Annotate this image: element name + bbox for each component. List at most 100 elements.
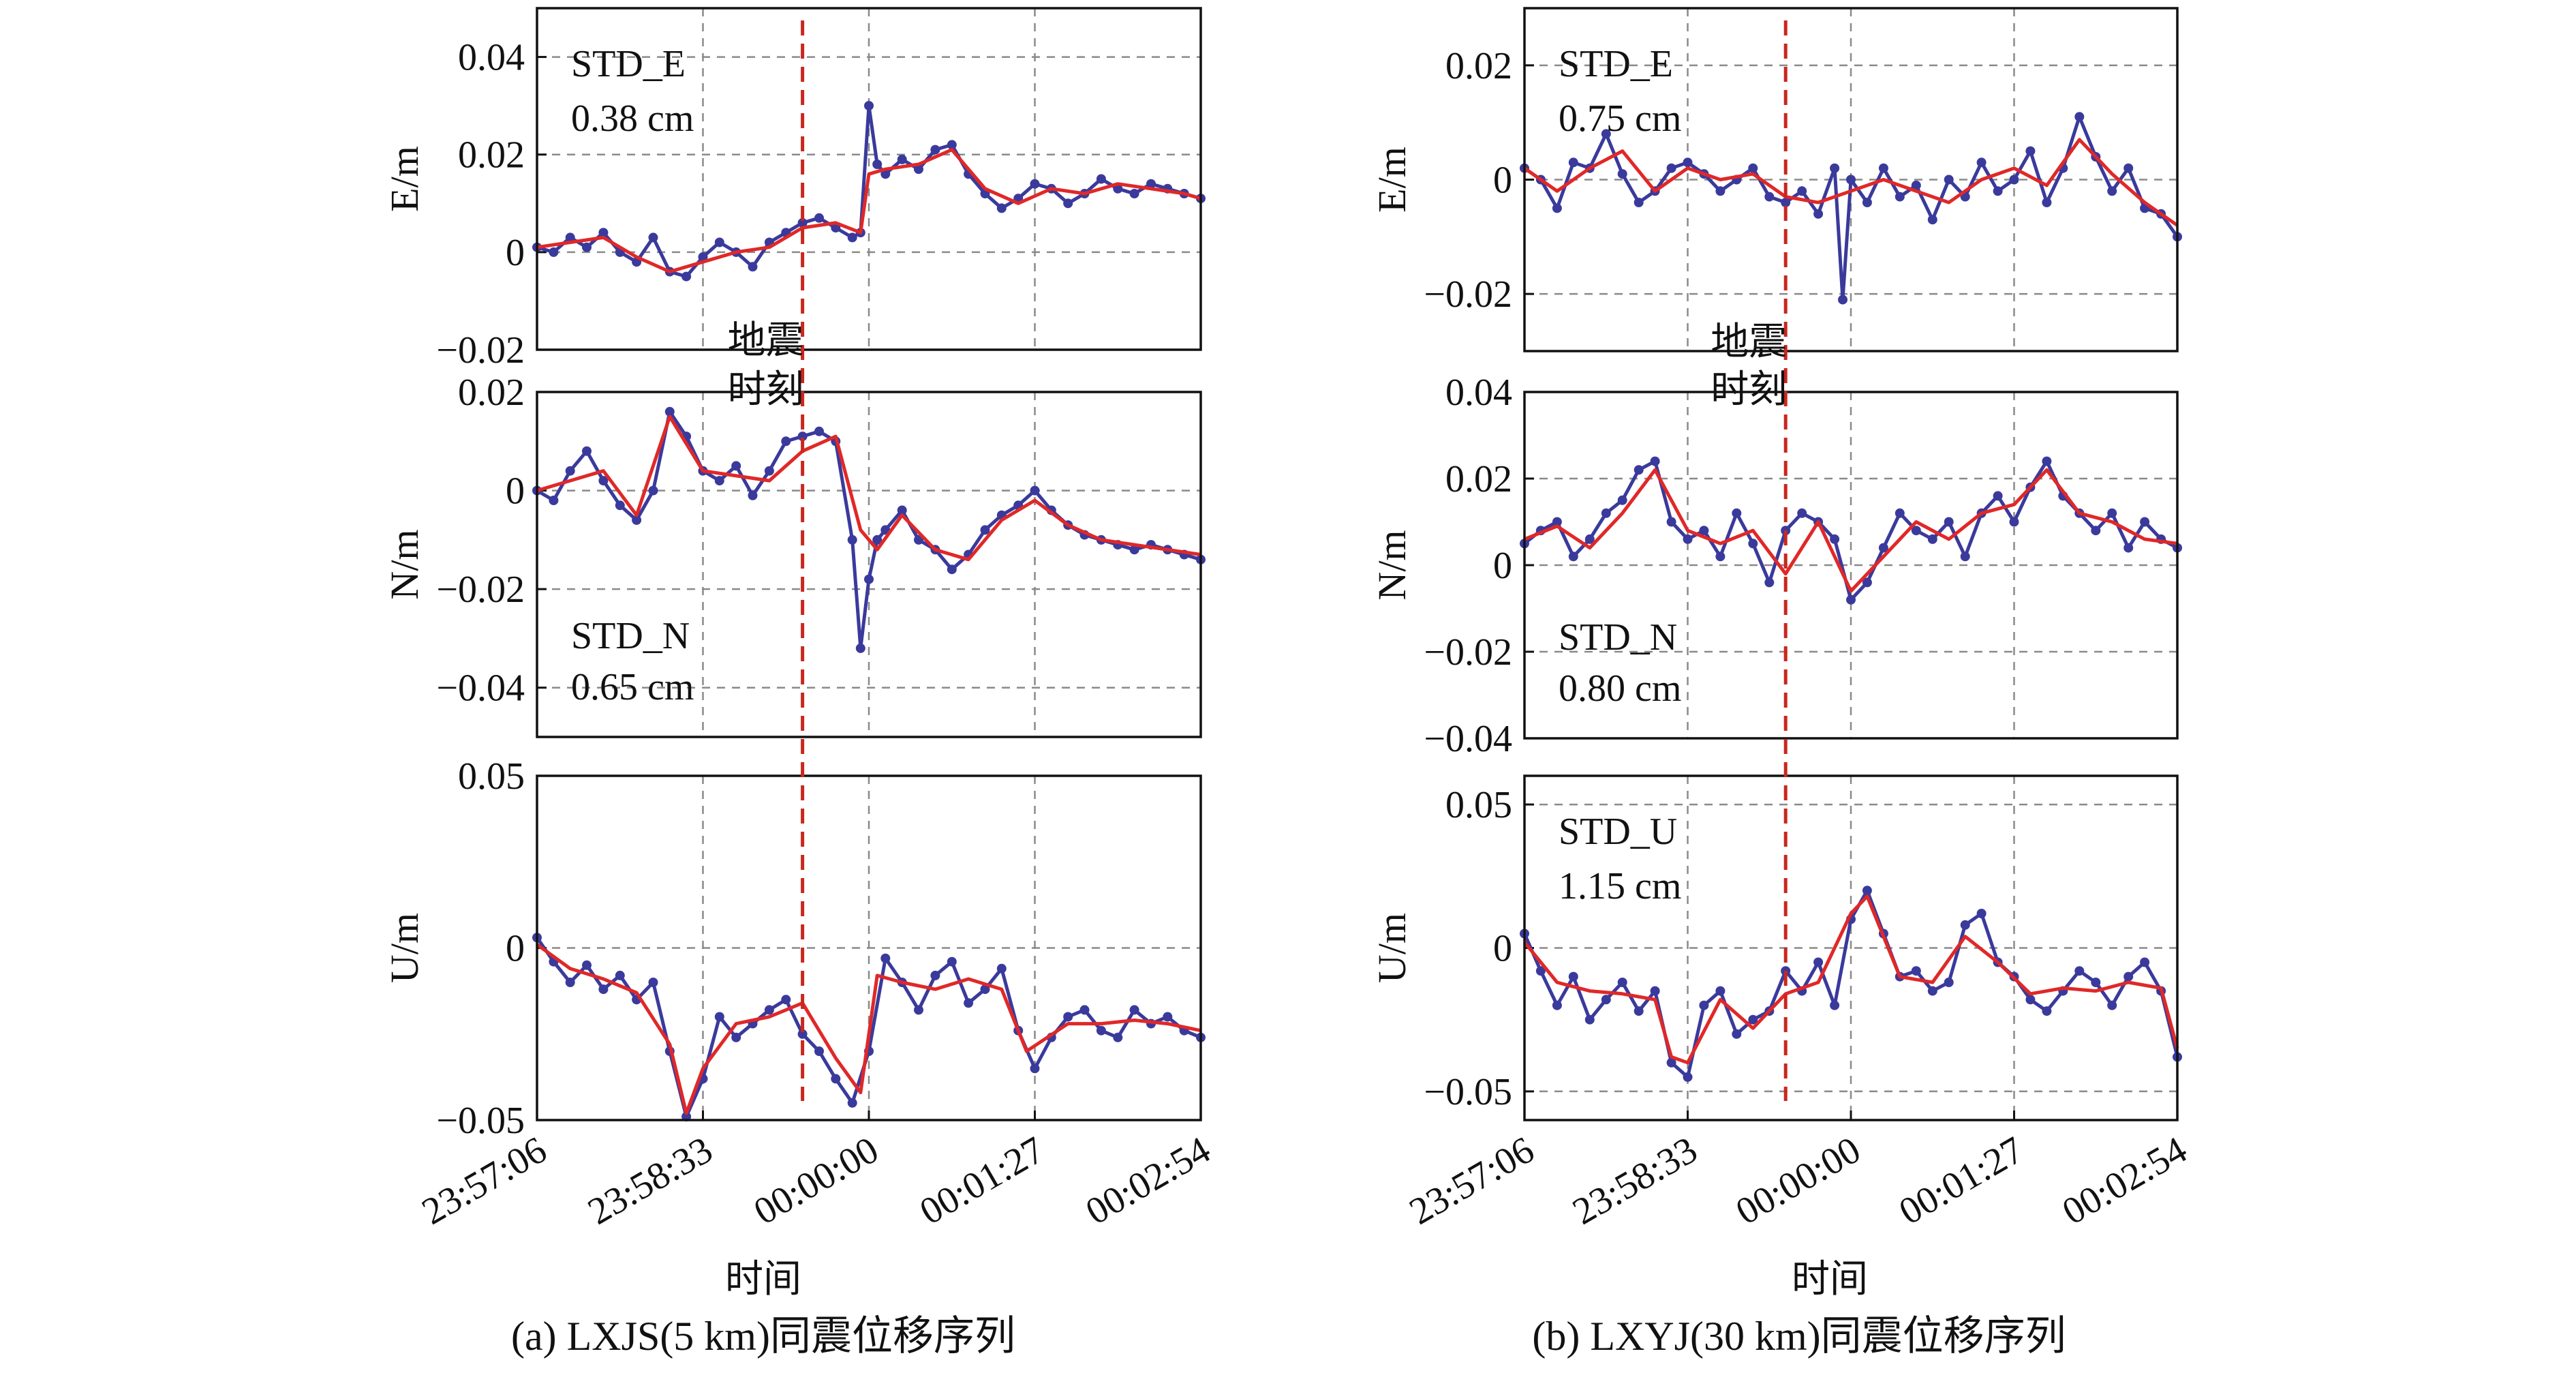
- data-point: [964, 998, 974, 1008]
- data-point: [781, 436, 791, 447]
- x-axis-label-a: 时间: [725, 1257, 801, 1301]
- data-point: [1764, 577, 1775, 588]
- data-point: [748, 262, 758, 272]
- x-tick-label: 23:58:33: [581, 1129, 720, 1233]
- data-point: [1797, 186, 1807, 196]
- data-point: [1862, 886, 1872, 896]
- data-point: [872, 534, 883, 545]
- y-tick-label: 0: [506, 928, 525, 970]
- data-point: [1683, 157, 1693, 168]
- data-point: [1993, 186, 2003, 196]
- earthquake-label: 时刻: [1711, 367, 1787, 412]
- data-point: [1715, 186, 1726, 196]
- data-point: [2009, 517, 2019, 527]
- y-axis-label: N/m: [382, 529, 427, 599]
- data-point: [814, 213, 824, 223]
- data-point: [847, 232, 857, 243]
- data-point: [615, 970, 625, 980]
- data-point: [648, 232, 658, 243]
- data-point: [930, 145, 940, 155]
- data-point: [714, 476, 724, 486]
- std-label: STD_N: [1559, 616, 1677, 659]
- data-point: [2140, 517, 2150, 527]
- plot-frame: [536, 7, 1202, 351]
- data-point: [549, 247, 559, 257]
- data-point: [1568, 552, 1578, 562]
- earthquake-label: 地震: [1711, 320, 1787, 364]
- std-label: STD_E: [1559, 43, 1673, 85]
- data-point: [2025, 146, 2036, 156]
- data-point: [781, 995, 791, 1005]
- data-point: [1568, 157, 1578, 168]
- data-point: [1601, 129, 1611, 139]
- y-tick-label: 0.02: [1445, 458, 1512, 500]
- data-point: [1650, 986, 1660, 996]
- y-tick-label: 0: [506, 470, 525, 513]
- panel-n: −0.04 −0.02 0 0.02 0.04 N/m STD_N 0.80 cm: [1370, 372, 2182, 760]
- y-tick-label: −0.02: [436, 329, 525, 372]
- data-point: [1715, 986, 1726, 996]
- data-point: [1063, 198, 1073, 209]
- data-point: [1993, 491, 2003, 501]
- y-tick-label: 0: [1493, 545, 1512, 587]
- data-point: [1911, 966, 1921, 976]
- data-point: [996, 203, 1007, 213]
- data-point: [2025, 995, 2036, 1005]
- data-point: [1096, 1025, 1106, 1036]
- y-tick-label: −0.05: [1424, 1071, 1512, 1113]
- data-point: [1830, 534, 1840, 544]
- y-tick-label: 0: [1493, 928, 1512, 970]
- series-line-smoothed: [536, 414, 1201, 562]
- earthquake-label: 时刻: [728, 367, 804, 412]
- data-point: [847, 1098, 857, 1108]
- x-tick-label: 23:57:06: [415, 1129, 553, 1233]
- data-point: [1129, 1005, 1139, 1015]
- data-point: [1960, 552, 1970, 562]
- data-point: [1129, 189, 1139, 198]
- data-point: [1634, 465, 1644, 475]
- data-point: [582, 242, 592, 252]
- x-tick-label: 00:01:27: [1892, 1129, 2031, 1233]
- data-point: [897, 154, 907, 164]
- data-point: [1830, 1000, 1840, 1010]
- plot-frame: [536, 391, 1202, 738]
- data-point: [1617, 169, 1627, 179]
- data-point: [897, 505, 907, 515]
- data-point: [764, 1005, 774, 1015]
- data-point: [1079, 1005, 1090, 1015]
- data-point: [1666, 163, 1676, 173]
- data-point: [1927, 215, 1937, 225]
- data-point: [2123, 543, 2134, 553]
- data-point: [1895, 508, 1905, 518]
- data-point: [914, 534, 923, 545]
- x-axis-label-b: 时间: [1792, 1257, 1868, 1301]
- data-point: [2074, 112, 2085, 122]
- data-point: [1944, 517, 1954, 527]
- y-axis-label: U/m: [382, 913, 427, 983]
- data-point: [2042, 1006, 2052, 1016]
- data-point: [1568, 971, 1578, 982]
- data-point: [1748, 539, 1758, 549]
- data-point: [748, 490, 758, 500]
- y-tick-label: 0.05: [1445, 784, 1512, 826]
- y-tick-label: 0.05: [458, 755, 525, 798]
- data-point: [1146, 179, 1156, 189]
- data-point: [1862, 577, 1872, 588]
- data-point: [598, 476, 609, 486]
- data-point: [1535, 966, 1546, 976]
- data-point: [947, 564, 957, 575]
- data-point: [1163, 1012, 1173, 1022]
- data-point: [2009, 175, 2019, 185]
- data-point: [1732, 1029, 1742, 1039]
- data-point: [648, 485, 658, 496]
- data-point: [1960, 920, 1970, 930]
- data-point: [2140, 957, 2150, 967]
- data-point: [1878, 163, 1888, 173]
- data-point: [1911, 180, 1921, 190]
- std-label: STD_U: [1559, 811, 1677, 853]
- panel-u: −0.05 0 0.05 U/m STD_U 1.15 cm: [1370, 774, 2182, 1121]
- data-point: [1634, 198, 1644, 207]
- data-point: [598, 984, 609, 995]
- data-point: [2123, 971, 2134, 982]
